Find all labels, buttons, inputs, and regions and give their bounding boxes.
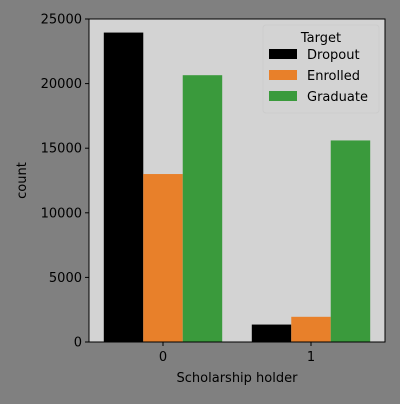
y-tick-label: 0 (74, 336, 82, 351)
y-axis-label: count (15, 162, 30, 199)
plot-frame (88, 18, 386, 343)
bar-graduate-1 (330, 140, 371, 342)
y-tick-label: 25000 (41, 13, 82, 28)
y-axis: 0 5000 10000 15000 20000 25000 (41, 13, 89, 351)
bar-enrolled-1 (291, 316, 331, 342)
bars-group (103, 32, 371, 343)
bar-graduate-0 (182, 75, 223, 343)
x-tick-label: 1 (307, 350, 315, 365)
bar-dropout-1 (251, 324, 292, 342)
bar-dropout-0 (103, 32, 144, 342)
x-tick-label: 0 (159, 350, 167, 365)
legend-title: Target (300, 31, 341, 46)
legend-items: Dropout Enrolled Graduate (269, 48, 368, 105)
legend-swatch-graduate (269, 91, 297, 101)
legend-label-enrolled: Enrolled (307, 69, 360, 84)
legend-label-graduate: Graduate (307, 90, 368, 105)
legend-swatch-enrolled (269, 70, 297, 80)
legend-swatch-dropout (269, 49, 297, 59)
y-tick-label: 5000 (49, 271, 82, 286)
bar-enrolled-0 (143, 174, 183, 342)
y-tick-label: 20000 (41, 77, 82, 92)
x-axis-label: Scholarship holder (177, 371, 299, 386)
y-tick-label: 10000 (41, 206, 82, 221)
y-tick-label: 15000 (41, 142, 82, 157)
legend: Target Dropout Enrolled Graduate (262, 24, 380, 114)
legend-label-dropout: Dropout (307, 48, 360, 63)
